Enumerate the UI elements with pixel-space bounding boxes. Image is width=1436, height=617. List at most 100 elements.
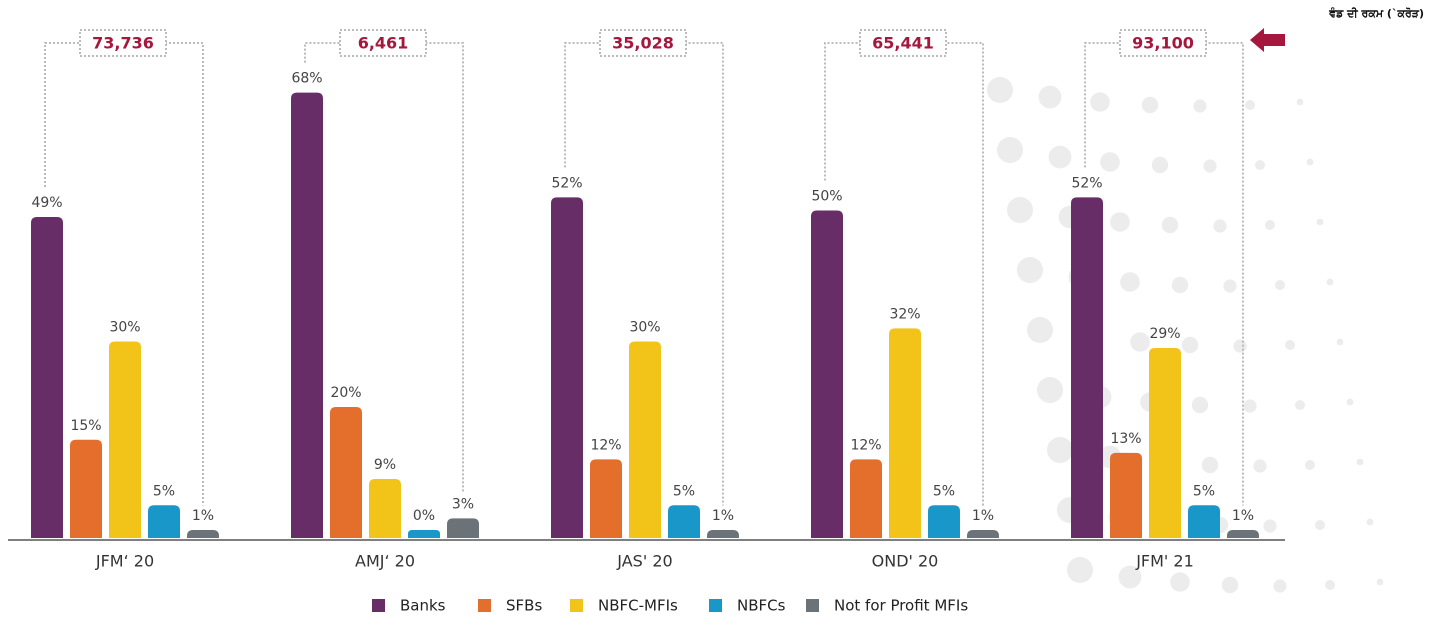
x-tick-label: AMJ‘ 20 <box>355 552 415 571</box>
dot <box>1376 578 1384 586</box>
value-label: 49% <box>31 195 62 211</box>
dot <box>1090 92 1110 112</box>
bar <box>330 407 362 538</box>
dot <box>1007 197 1033 223</box>
arrow <box>1250 28 1285 52</box>
dot <box>1037 377 1063 403</box>
dot <box>1285 340 1295 350</box>
legend-label: Banks <box>400 597 446 615</box>
total-label: 65,441 <box>872 34 934 53</box>
dot <box>1100 152 1120 172</box>
total-label: 93,100 <box>1132 34 1194 53</box>
dot <box>1118 565 1142 589</box>
dot <box>1296 98 1304 106</box>
bar <box>707 530 739 538</box>
dot <box>1027 317 1053 343</box>
dot <box>1336 338 1344 346</box>
value-label: 1% <box>712 508 734 524</box>
value-label: 12% <box>850 437 881 453</box>
bar <box>70 439 102 538</box>
value-label: 1% <box>192 508 214 524</box>
value-label: 9% <box>374 457 396 473</box>
legend-swatch <box>478 599 491 612</box>
dot <box>1151 156 1169 174</box>
total-label: 73,736 <box>92 34 154 53</box>
bar <box>1227 530 1259 538</box>
legend-label: NBFC-MFIs <box>598 597 678 615</box>
value-label: 29% <box>1149 326 1180 342</box>
bar <box>187 530 219 538</box>
dot <box>1038 85 1062 109</box>
dot <box>1223 279 1237 293</box>
value-label: 52% <box>1071 175 1102 191</box>
dot <box>1255 160 1265 170</box>
legend-swatch <box>806 599 819 612</box>
bar <box>668 505 700 538</box>
dot <box>1120 272 1140 292</box>
bracket <box>44 42 204 506</box>
bar <box>31 217 63 539</box>
dot <box>1316 218 1324 226</box>
value-label: 0% <box>413 508 435 524</box>
legend-label: Not for Profit MFIs <box>834 597 968 615</box>
x-tick-label: JFM' 21 <box>1135 552 1194 571</box>
dot <box>1326 278 1334 286</box>
bar <box>967 530 999 538</box>
bar <box>551 197 583 538</box>
bar <box>1110 452 1142 538</box>
dot <box>1110 212 1130 232</box>
x-tick-label: OND' 20 <box>872 552 939 571</box>
dot <box>1275 280 1285 290</box>
legend-label: SFBs <box>506 597 542 615</box>
bar <box>850 459 882 538</box>
legend-swatch <box>570 599 583 612</box>
value-label: 32% <box>889 306 920 322</box>
dot <box>1325 580 1335 590</box>
value-label: 1% <box>1232 508 1254 524</box>
bar <box>889 328 921 538</box>
bar <box>590 459 622 538</box>
dot <box>1306 158 1314 166</box>
dot <box>1366 518 1374 526</box>
dot <box>1067 557 1093 583</box>
x-tick-label: JFM‘ 20 <box>95 552 154 571</box>
dot <box>1346 398 1354 406</box>
dot <box>1265 220 1275 230</box>
legend-swatch <box>372 599 385 612</box>
total-label: 35,028 <box>612 34 674 53</box>
bar <box>109 341 141 538</box>
dot <box>1245 100 1255 110</box>
total-box <box>79 29 167 57</box>
bar <box>291 92 323 538</box>
bar <box>811 210 843 538</box>
value-label: 52% <box>551 175 582 191</box>
value-label: 5% <box>153 483 175 499</box>
value-label: 12% <box>590 437 621 453</box>
dot <box>1253 459 1267 473</box>
dot <box>997 137 1023 163</box>
bar <box>369 479 401 538</box>
bar <box>629 341 661 538</box>
dot <box>1243 399 1257 413</box>
dot <box>1171 276 1189 294</box>
dot <box>1201 456 1219 474</box>
value-label: 5% <box>1193 483 1215 499</box>
dot <box>1305 460 1315 470</box>
value-label: 1% <box>972 508 994 524</box>
bar <box>1071 197 1103 538</box>
dot <box>987 77 1013 103</box>
background-dots <box>987 77 1384 594</box>
dot <box>1161 216 1179 234</box>
bar <box>1149 348 1181 538</box>
value-label: 3% <box>452 496 474 512</box>
dot <box>1233 339 1247 353</box>
x-tick-label: JAS' 20 <box>616 552 672 571</box>
dot <box>1141 96 1159 114</box>
dot <box>1273 579 1287 593</box>
header: ਵੰਡ ਦੀ ਰਕਮ (`ਕਰੋੜ) <box>1328 6 1424 20</box>
bracket <box>564 42 724 506</box>
dot <box>1263 519 1277 533</box>
value-label: 15% <box>70 418 101 434</box>
dot <box>1356 458 1364 466</box>
